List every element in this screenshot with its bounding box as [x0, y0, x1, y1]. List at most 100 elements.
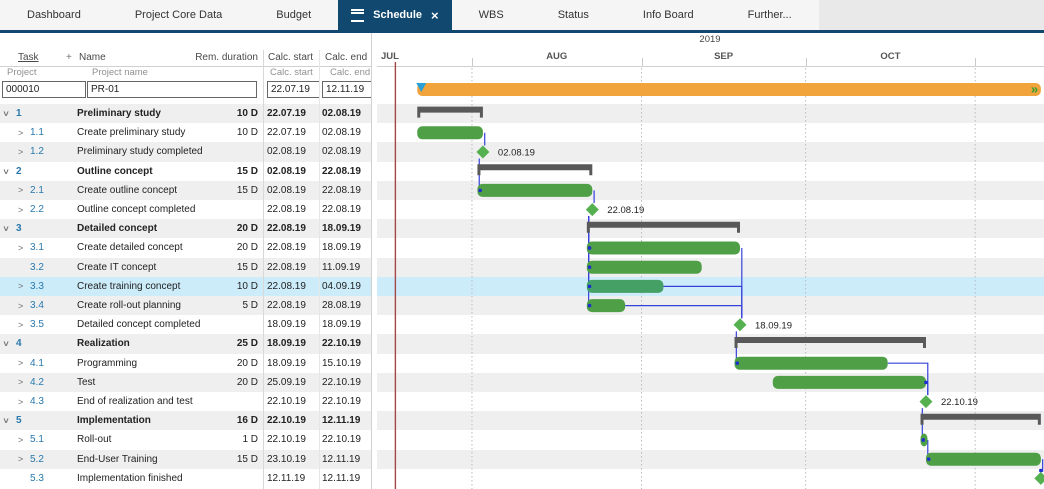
task-calc-end: 18.09.19: [322, 319, 361, 331]
task-name: Test: [77, 376, 96, 388]
project-end-input[interactable]: [322, 81, 372, 98]
task-calc-start: 22.08.19: [267, 204, 306, 216]
gantt-task-bar-5.2[interactable]: [925, 452, 1041, 466]
chevron-right-icon[interactable]: >: [18, 454, 24, 465]
chevron-right-icon[interactable]: >: [18, 204, 24, 215]
gantt-task-bar-4.2[interactable]: [772, 375, 926, 389]
table-row-3.1[interactable]: >3.1 Create detailed concept 20 D 22.08.19 1…: [0, 238, 1044, 258]
col-header-rem-duration[interactable]: Rem. duration: [195, 52, 258, 63]
gantt-milestone-2.2[interactable]: [585, 203, 599, 217]
gantt-bar-project[interactable]: [417, 83, 1041, 96]
gantt-task-bar-4.1[interactable]: [734, 356, 888, 370]
chevron-right-icon[interactable]: >: [18, 358, 24, 369]
task-calc-start: 18.09.19: [267, 357, 306, 369]
tab-status[interactable]: Status: [531, 0, 616, 30]
chevron-right-icon[interactable]: >: [18, 281, 24, 292]
task-name: Outline concept: [77, 165, 153, 177]
task-name: Create training concept: [77, 280, 181, 292]
table-row-4.3[interactable]: >4.3 End of realization and test 22.10.19 2…: [0, 392, 1044, 412]
gantt-task-bar-3.3[interactable]: [586, 279, 664, 293]
task-calc-end: 18.09.19: [322, 223, 361, 235]
table-row-3.3[interactable]: >3.3 Create training concept 10 D 22.08.19 0…: [0, 276, 1044, 296]
table-row-1.1[interactable]: >1.1 Create preliminary study 10 D 22.07.19…: [0, 123, 1044, 143]
table-row-2.2[interactable]: >2.2 Outline concept completed 22.08.19 22.…: [0, 200, 1044, 220]
connector-dot: [587, 284, 592, 289]
table-chart-gap: [371, 33, 377, 489]
gantt-milestone-1.2[interactable]: [476, 145, 490, 159]
table-row-3[interactable]: >3 Detailed concept 20 D 22.08.19 18.09.19: [0, 219, 1044, 239]
chevron-right-icon[interactable]: >: [18, 377, 24, 388]
table-row-5.2[interactable]: >5.2 End-User Training 15 D 23.10.19 12.11.1…: [0, 449, 1044, 469]
chevron-right-icon[interactable]: >: [18, 396, 24, 407]
table-row-3.2[interactable]: 3.2 Create IT concept 15 D 22.08.19 11.09.19: [0, 257, 1044, 277]
task-name: Create detailed concept: [77, 242, 183, 254]
task-name: Realization: [77, 338, 130, 350]
task-calc-end: 11.09.19: [322, 261, 361, 273]
col-header-task[interactable]: Task: [18, 52, 39, 63]
connector-dot: [924, 380, 928, 385]
chevron-right-icon[interactable]: >: [18, 242, 24, 253]
task-rem-duration: 10 D: [236, 280, 258, 292]
chevron-right-icon[interactable]: >: [18, 434, 24, 445]
gantt-summary-bar-2[interactable]: [477, 164, 593, 176]
task-rem-duration: 15 D: [236, 453, 258, 465]
tab-budget[interactable]: Budget: [249, 0, 338, 30]
gantt-milestone-3.5[interactable]: [733, 318, 747, 332]
tab-further[interactable]: Further...: [721, 0, 819, 30]
project-id-input[interactable]: [2, 81, 86, 98]
hamburger-icon[interactable]: [351, 8, 365, 22]
task-calc-start: 22.10.19: [267, 415, 306, 427]
table-row-2[interactable]: >2 Outline concept 15 D 02.08.19 22.08.19: [0, 161, 1044, 181]
table-row-3.4[interactable]: >3.4 Create roll-out planning 5 D 22.08.19 2…: [0, 296, 1044, 316]
gantt-task-bar-3.4[interactable]: [586, 299, 626, 313]
gantt-summary-bar-4[interactable]: [734, 337, 926, 348]
task-name: Roll-out: [77, 434, 112, 446]
task-calc-start: 23.10.19: [267, 453, 306, 465]
tab-schedule[interactable]: Schedule ×: [338, 0, 452, 30]
tab-project-core-data[interactable]: Project Core Data: [108, 0, 249, 30]
chevron-right-icon[interactable]: >: [18, 319, 24, 330]
gantt-summary-bar-1[interactable]: [417, 106, 483, 118]
chevron-right-icon[interactable]: >: [18, 127, 24, 138]
table-chart-divider[interactable]: [371, 33, 372, 489]
gantt-summary-bar-5[interactable]: [920, 413, 1041, 425]
close-icon[interactable]: ×: [431, 7, 439, 23]
task-name: Implementation finished: [77, 472, 183, 484]
task-calc-start: 18.09.19: [267, 338, 306, 350]
gantt-milestone-5.3[interactable]: [1034, 471, 1044, 485]
tab-wbs[interactable]: WBS: [452, 0, 531, 30]
task-calc-start: 12.11.19: [267, 472, 306, 484]
table-row-1.2[interactable]: >1.2 Preliminary study completed 02.08.19 0…: [0, 142, 1044, 162]
add-column-icon[interactable]: +: [66, 52, 72, 63]
project-name-input[interactable]: [87, 81, 257, 98]
gantt-task-bar-2.1[interactable]: [477, 183, 593, 197]
table-row-5.1[interactable]: >5.1 Roll-out 1 D 22.10.19 22.10.19: [0, 430, 1044, 450]
gantt-task-bar-1.1[interactable]: [417, 126, 483, 140]
col-header-calc-start[interactable]: Calc. start: [268, 52, 314, 63]
gantt-task-bar-3.2[interactable]: [586, 260, 702, 274]
project-start-input[interactable]: [267, 81, 320, 98]
tab-dashboard[interactable]: Dashboard: [0, 0, 108, 30]
table-row-3.5[interactable]: >3.5 Detailed concept completed 18.09.19 18…: [0, 315, 1044, 335]
month-label-aug: AUG: [546, 51, 568, 62]
task-id: 2.1: [30, 184, 44, 196]
chevron-right-icon[interactable]: >: [18, 185, 24, 196]
gantt-summary-bar-3[interactable]: [586, 221, 740, 233]
task-id: 4.1: [30, 357, 44, 369]
col-header-calc-end[interactable]: Calc. end: [325, 52, 368, 63]
table-row-5[interactable]: >5 Implementation 16 D 22.10.19 12.11.19: [0, 411, 1044, 431]
month-boundary-tick: [641, 58, 643, 66]
task-rem-duration: 20 D: [236, 376, 258, 388]
chevron-right-icon[interactable]: >: [18, 146, 24, 157]
table-row-5.3[interactable]: 5.3 Implementation finished 12.11.19 12.11.…: [0, 468, 1044, 488]
month-boundary-tick: [471, 58, 473, 66]
gantt-milestone-4.3[interactable]: [919, 395, 933, 409]
task-calc-start: 02.08.19: [267, 165, 306, 177]
gantt-task-bar-3.1[interactable]: [586, 241, 740, 255]
tab-info-board[interactable]: Info Board: [616, 0, 721, 30]
col-header-name[interactable]: Name: [79, 52, 106, 63]
chevron-right-icon[interactable]: >: [18, 300, 24, 311]
subheader-project: Project: [7, 67, 37, 78]
task-id: 3.4: [30, 300, 44, 312]
table-row-1[interactable]: >1 Preliminary study 10 D 22.07.19 02.08.19: [0, 104, 1044, 124]
